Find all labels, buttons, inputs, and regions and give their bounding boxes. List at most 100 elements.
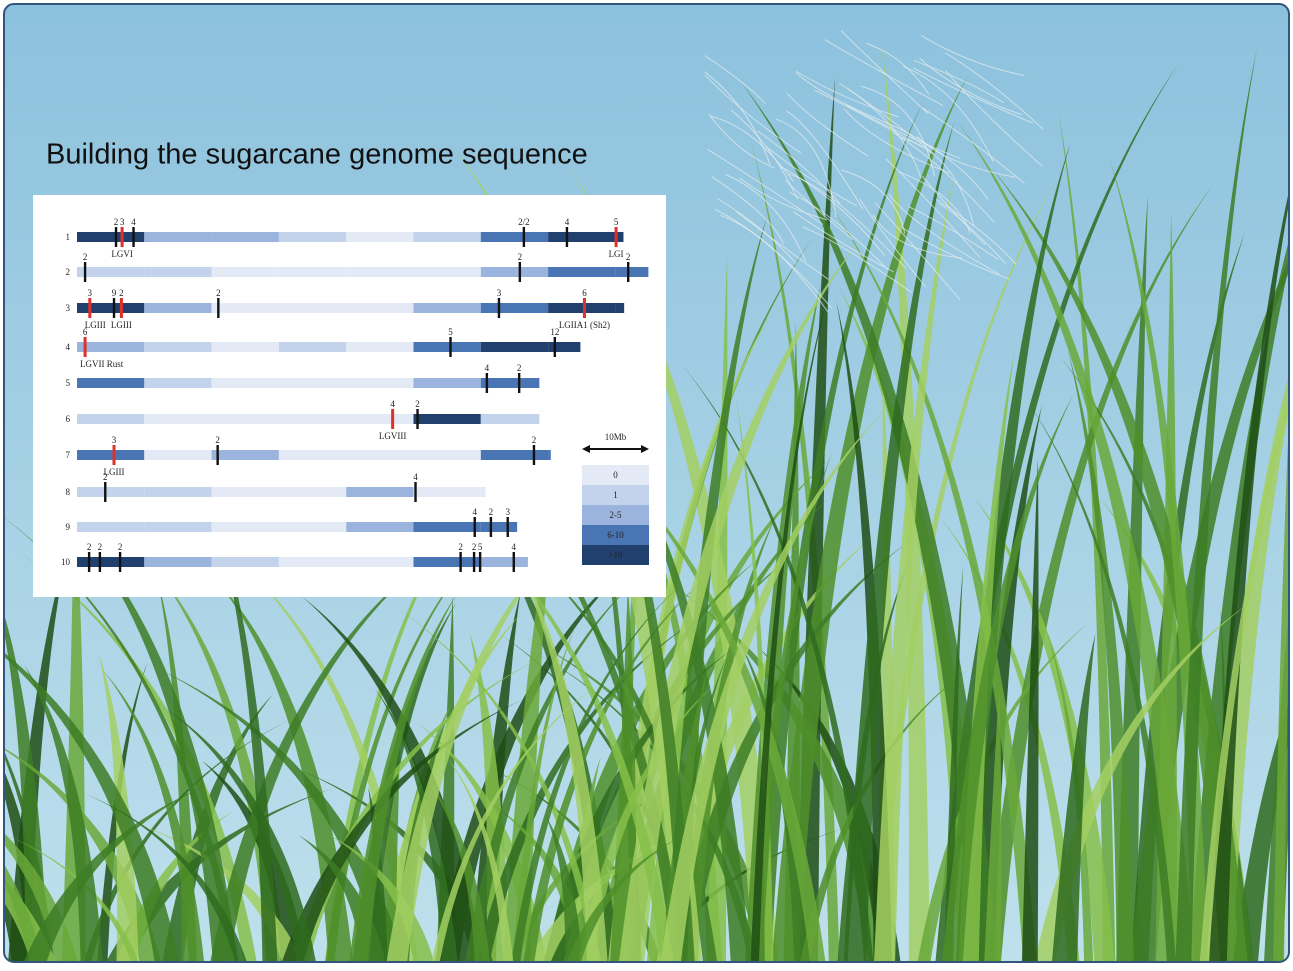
seed-plume <box>908 205 999 260</box>
segment <box>77 487 145 497</box>
grass-blade <box>24 664 105 962</box>
seed-plume <box>788 173 907 269</box>
segment <box>144 303 212 313</box>
grass-blade <box>1174 48 1257 962</box>
seed-plume <box>795 72 902 130</box>
seed-plume <box>784 179 854 241</box>
marker-note: LGIII <box>111 320 132 330</box>
seed-plume <box>846 104 961 160</box>
segment <box>480 450 549 460</box>
segment <box>211 557 279 567</box>
legend-label: 2-5 <box>610 510 622 520</box>
seed-plume <box>802 226 913 293</box>
segment <box>480 232 549 242</box>
marker-label: 2 <box>87 542 92 552</box>
segment <box>211 267 279 277</box>
marker-note: LGI <box>609 249 624 259</box>
seed-plume <box>839 82 935 155</box>
legend-label: >10 <box>608 550 623 560</box>
marker-label: 3 <box>497 288 502 298</box>
title: Building the sugarcane genome sequence <box>46 139 588 171</box>
segment <box>144 487 212 497</box>
segment <box>278 267 347 277</box>
seed-plume <box>814 89 923 148</box>
seed-plume <box>922 107 1025 184</box>
grass-blade <box>382 529 573 962</box>
frame <box>3 3 1290 963</box>
grass-blade <box>1058 112 1116 962</box>
seed-plume <box>725 174 806 262</box>
seed-plume <box>848 88 922 179</box>
segment <box>278 232 347 242</box>
grass-blade <box>6 546 69 962</box>
marker-label: 3 <box>88 288 93 298</box>
seed-plume <box>709 115 794 182</box>
seed-plume <box>860 85 936 177</box>
segment <box>346 522 414 532</box>
grass-blade <box>426 780 493 962</box>
segment <box>548 342 581 352</box>
marker-label: 4 <box>485 363 490 373</box>
seed-plume <box>840 30 929 115</box>
segment <box>615 303 625 313</box>
segment <box>548 303 616 313</box>
chromosome-label: 5 <box>66 378 71 388</box>
seed-plume <box>903 65 994 162</box>
segment <box>480 522 518 532</box>
marker-label: 2 <box>472 542 477 552</box>
seed-plume <box>792 211 894 273</box>
grass-blade <box>4 607 184 962</box>
marker-label: 2 <box>532 435 537 445</box>
segment <box>278 342 347 352</box>
segment <box>77 378 145 388</box>
segment <box>144 342 212 352</box>
grass-blade <box>211 574 356 962</box>
grass-blade <box>1204 225 1289 962</box>
segment <box>480 557 528 567</box>
grass-blade <box>538 648 733 962</box>
seed-plume <box>916 135 1016 178</box>
segment <box>413 342 481 352</box>
seed-plume <box>720 214 829 313</box>
segment <box>77 522 145 532</box>
grass-blade <box>967 405 1042 962</box>
grass-blade <box>1109 157 1209 962</box>
segment <box>144 522 212 532</box>
segment <box>211 378 279 388</box>
marker-label: 5 <box>478 542 483 552</box>
marker-note: LGIII <box>104 467 125 477</box>
segment <box>346 450 414 460</box>
legend-swatch <box>582 465 649 485</box>
seed-plume <box>735 211 829 280</box>
marker-label: 2 <box>415 399 420 409</box>
grass-blade <box>983 684 1002 962</box>
grass-blade <box>943 565 964 962</box>
grass-blade <box>346 592 458 962</box>
segment <box>77 414 145 424</box>
marker-label: 4 <box>472 507 477 517</box>
segment <box>144 267 212 277</box>
marker-label: 2 <box>98 542 103 552</box>
grass-blade <box>326 833 440 962</box>
segment <box>77 303 145 313</box>
seed-plume <box>898 171 971 234</box>
chromosome-label: 10 <box>61 557 71 567</box>
seed-plume <box>824 39 944 106</box>
scale-label: 10Mb <box>605 432 627 442</box>
segment <box>615 267 649 277</box>
marker-label: 5 <box>448 327 453 337</box>
grass-blade <box>207 491 279 962</box>
seed-plume <box>920 34 1025 76</box>
grass-blade <box>513 555 610 962</box>
marker-label: 2 <box>114 217 119 227</box>
segment <box>615 232 624 242</box>
segment <box>346 414 414 424</box>
grass-blade <box>676 514 777 962</box>
segment <box>211 522 279 532</box>
seed-plume <box>922 175 986 246</box>
segment <box>278 487 347 497</box>
segment <box>278 450 347 460</box>
marker-note: LGIIA1 (Sh2) <box>559 320 610 330</box>
